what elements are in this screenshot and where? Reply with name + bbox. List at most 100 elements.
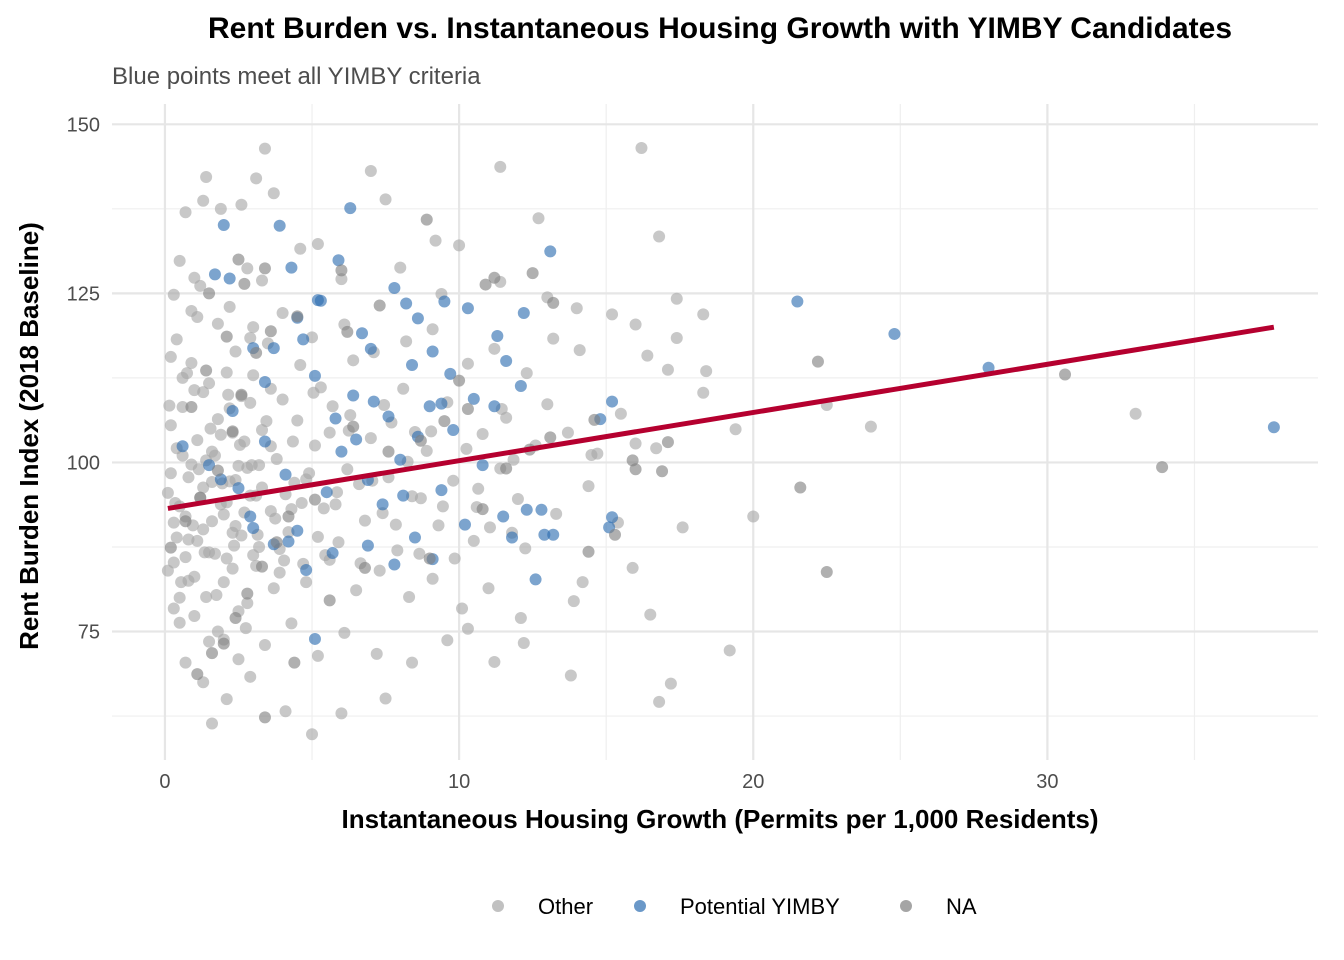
data-point bbox=[241, 262, 254, 275]
data-point bbox=[260, 415, 273, 428]
data-point bbox=[211, 413, 224, 426]
data-point bbox=[406, 359, 419, 372]
data-point bbox=[163, 399, 176, 412]
data-point bbox=[547, 332, 560, 345]
data-point bbox=[397, 489, 410, 502]
data-point bbox=[300, 576, 313, 589]
data-point bbox=[288, 656, 301, 669]
data-point bbox=[175, 576, 188, 589]
data-point bbox=[267, 582, 280, 595]
data-point bbox=[317, 502, 330, 515]
data-point bbox=[200, 364, 213, 377]
data-point bbox=[270, 453, 283, 466]
data-point bbox=[344, 202, 357, 215]
data-point bbox=[179, 515, 192, 528]
data-point bbox=[247, 321, 260, 334]
data-point bbox=[1156, 461, 1169, 474]
data-point bbox=[864, 420, 877, 433]
legend-key bbox=[900, 900, 912, 912]
data-point bbox=[176, 400, 189, 413]
data-point bbox=[373, 564, 386, 577]
data-point bbox=[414, 492, 427, 505]
data-point bbox=[403, 591, 416, 604]
data-point bbox=[170, 333, 183, 346]
data-point bbox=[453, 374, 466, 387]
data-point bbox=[241, 587, 254, 600]
data-point bbox=[217, 508, 230, 521]
data-point bbox=[204, 422, 217, 435]
data-point bbox=[258, 711, 271, 724]
data-point bbox=[258, 262, 271, 275]
data-point bbox=[206, 515, 219, 528]
data-point bbox=[232, 653, 245, 666]
data-point bbox=[514, 611, 527, 624]
data-point bbox=[206, 717, 219, 730]
legend-label: Other bbox=[538, 894, 593, 919]
data-point bbox=[235, 388, 248, 401]
data-point bbox=[332, 254, 345, 267]
data-point bbox=[820, 565, 833, 578]
data-point bbox=[276, 393, 289, 406]
data-point bbox=[173, 254, 186, 267]
data-point bbox=[335, 707, 348, 720]
legend-key bbox=[492, 900, 504, 912]
data-point bbox=[448, 552, 461, 565]
data-point bbox=[220, 693, 233, 706]
data-point bbox=[629, 318, 642, 331]
data-point bbox=[311, 530, 324, 543]
data-point bbox=[294, 242, 307, 255]
data-point bbox=[379, 193, 392, 206]
data-point bbox=[176, 449, 189, 462]
data-point bbox=[697, 308, 710, 321]
data-point bbox=[173, 616, 186, 629]
data-point bbox=[444, 367, 457, 380]
data-point bbox=[173, 591, 186, 604]
data-point bbox=[606, 308, 619, 321]
data-point bbox=[247, 369, 260, 382]
data-point bbox=[247, 522, 260, 535]
data-point bbox=[461, 403, 474, 416]
data-point bbox=[391, 544, 404, 557]
data-point bbox=[226, 405, 239, 418]
data-point bbox=[364, 342, 377, 355]
data-point bbox=[461, 357, 474, 370]
data-point bbox=[361, 539, 374, 552]
data-point bbox=[653, 230, 666, 243]
data-point bbox=[232, 482, 245, 495]
data-point bbox=[311, 649, 324, 662]
data-point bbox=[279, 468, 292, 481]
data-point bbox=[188, 609, 201, 622]
data-point bbox=[200, 591, 213, 604]
data-point bbox=[295, 497, 308, 510]
x-tick-label: 10 bbox=[448, 771, 470, 793]
data-point bbox=[258, 435, 271, 448]
data-point bbox=[331, 486, 344, 499]
data-point bbox=[550, 507, 563, 520]
data-point bbox=[547, 296, 560, 309]
data-point bbox=[197, 481, 210, 494]
y-axis-title: Rent Burden Index (2018 Baseline) bbox=[14, 222, 44, 650]
data-point bbox=[532, 212, 545, 225]
data-point bbox=[356, 327, 369, 340]
data-point bbox=[256, 560, 269, 573]
data-point bbox=[335, 273, 348, 286]
data-point bbox=[214, 428, 227, 441]
data-point bbox=[408, 531, 421, 544]
data-point bbox=[488, 400, 501, 413]
data-point bbox=[420, 444, 433, 457]
data-point bbox=[282, 535, 295, 548]
data-point bbox=[653, 695, 666, 708]
data-point bbox=[376, 507, 389, 520]
data-point bbox=[520, 367, 533, 380]
data-point bbox=[300, 563, 313, 576]
data-point bbox=[438, 295, 451, 308]
data-point bbox=[185, 357, 198, 370]
data-point bbox=[223, 300, 236, 313]
data-point bbox=[541, 398, 554, 411]
data-point bbox=[350, 433, 363, 446]
data-point bbox=[217, 576, 230, 589]
data-point bbox=[335, 445, 348, 458]
data-point bbox=[258, 639, 271, 652]
data-point bbox=[203, 459, 216, 472]
data-point bbox=[435, 484, 448, 497]
